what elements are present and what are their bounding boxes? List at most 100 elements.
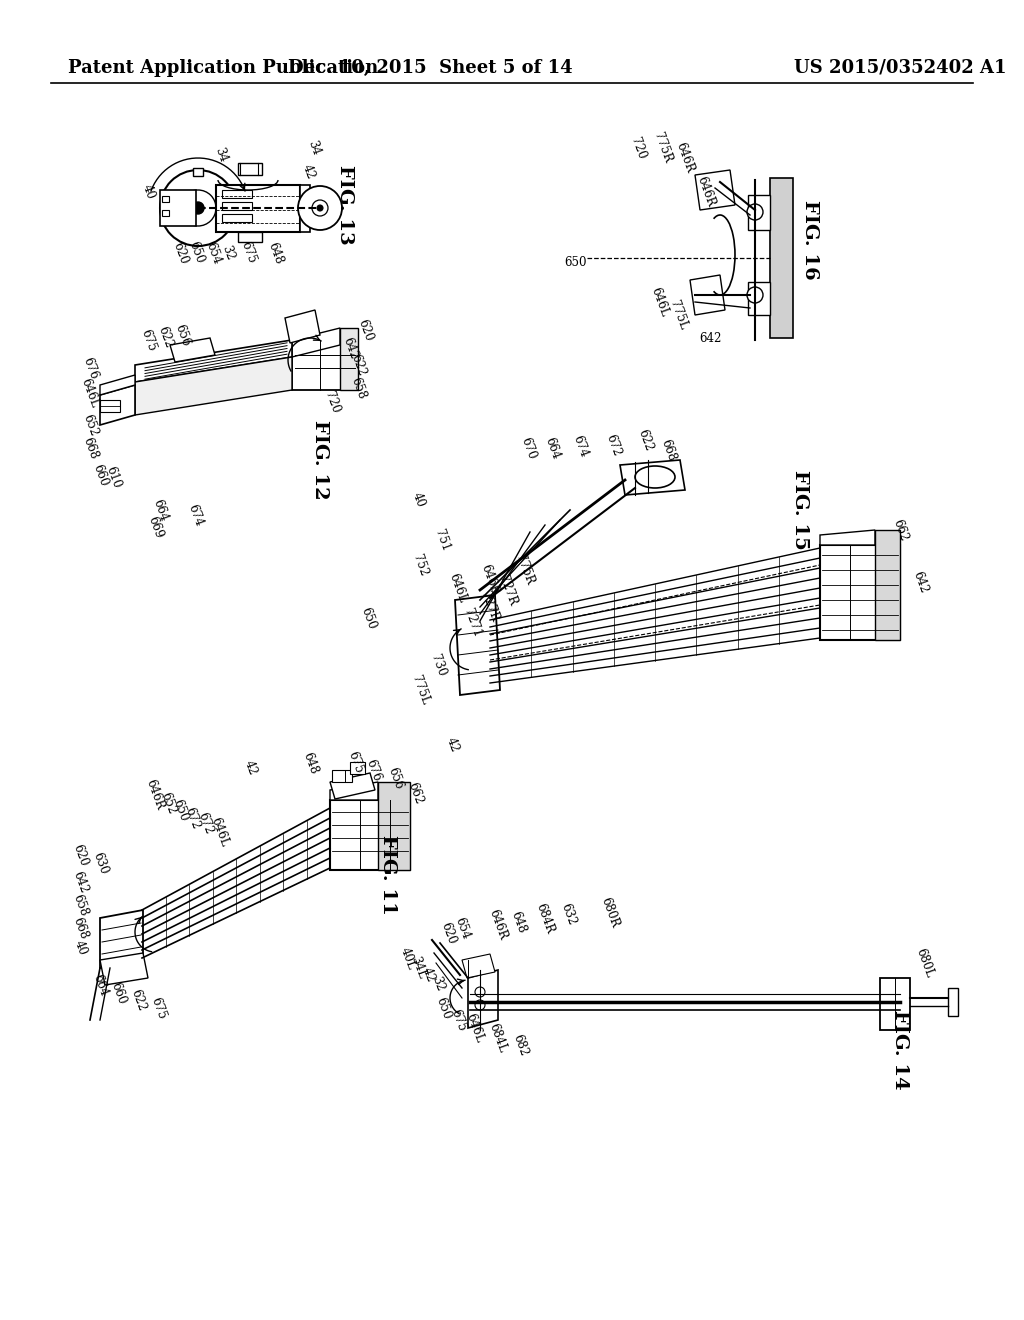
Text: 675: 675 bbox=[138, 327, 158, 352]
Text: 656: 656 bbox=[385, 766, 404, 791]
Text: 658: 658 bbox=[348, 375, 368, 401]
Text: 669: 669 bbox=[145, 515, 165, 540]
Text: 660: 660 bbox=[109, 981, 128, 1006]
Polygon shape bbox=[820, 531, 874, 545]
Circle shape bbox=[193, 202, 204, 214]
Text: 656: 656 bbox=[172, 322, 191, 347]
Text: 670: 670 bbox=[518, 436, 538, 461]
Text: 775R: 775R bbox=[513, 553, 537, 587]
Text: 684L: 684L bbox=[486, 1022, 509, 1055]
Text: 34: 34 bbox=[212, 145, 229, 164]
Text: 42: 42 bbox=[443, 735, 461, 754]
Text: 668: 668 bbox=[658, 437, 678, 463]
Text: 775R: 775R bbox=[651, 131, 675, 165]
Polygon shape bbox=[748, 195, 770, 230]
Text: 684R: 684R bbox=[534, 902, 556, 935]
Text: 660: 660 bbox=[90, 462, 110, 488]
Text: 676: 676 bbox=[80, 355, 100, 380]
Text: 646R: 646R bbox=[486, 908, 510, 942]
Polygon shape bbox=[770, 178, 793, 338]
Text: FIG. 13: FIG. 13 bbox=[336, 165, 354, 246]
Polygon shape bbox=[695, 170, 735, 210]
Text: 676: 676 bbox=[364, 758, 383, 783]
Text: 664: 664 bbox=[90, 973, 110, 998]
Text: 730: 730 bbox=[428, 652, 447, 677]
Bar bbox=[222, 214, 252, 222]
Text: 672: 672 bbox=[603, 432, 623, 458]
Polygon shape bbox=[216, 185, 300, 232]
Text: 654: 654 bbox=[452, 915, 472, 941]
Text: 727R: 727R bbox=[497, 573, 519, 607]
Circle shape bbox=[312, 201, 328, 216]
Polygon shape bbox=[310, 195, 325, 224]
Bar bbox=[332, 770, 352, 781]
Text: 646R: 646R bbox=[143, 777, 167, 812]
Text: 672: 672 bbox=[182, 805, 202, 830]
Text: 642: 642 bbox=[340, 335, 359, 360]
Polygon shape bbox=[330, 781, 378, 800]
Polygon shape bbox=[135, 341, 292, 381]
Text: 650: 650 bbox=[186, 239, 206, 265]
Text: 662: 662 bbox=[890, 517, 910, 543]
Text: 751: 751 bbox=[432, 527, 452, 553]
Polygon shape bbox=[292, 341, 358, 389]
Text: 622: 622 bbox=[128, 987, 147, 1012]
Text: 42: 42 bbox=[420, 966, 436, 985]
Ellipse shape bbox=[635, 466, 675, 488]
Text: 674: 674 bbox=[185, 502, 205, 528]
Circle shape bbox=[160, 170, 236, 246]
Text: 40: 40 bbox=[72, 939, 89, 957]
Text: FIG. 14: FIG. 14 bbox=[891, 1010, 909, 1090]
Text: 662: 662 bbox=[406, 780, 425, 805]
Text: 675: 675 bbox=[345, 750, 365, 775]
Text: 622: 622 bbox=[635, 428, 655, 453]
Text: 622: 622 bbox=[348, 352, 368, 378]
Polygon shape bbox=[874, 531, 900, 640]
Bar bbox=[162, 195, 169, 202]
Text: 620: 620 bbox=[70, 842, 90, 867]
Circle shape bbox=[746, 205, 763, 220]
Text: 642: 642 bbox=[70, 870, 90, 895]
Bar bbox=[222, 202, 252, 210]
Text: 648: 648 bbox=[300, 750, 319, 776]
Text: 682: 682 bbox=[510, 1032, 529, 1057]
Text: 727R: 727R bbox=[478, 589, 502, 623]
Bar bbox=[948, 987, 958, 1016]
Text: 720: 720 bbox=[628, 135, 648, 161]
Polygon shape bbox=[135, 356, 292, 414]
Bar bbox=[350, 762, 365, 774]
Text: 652: 652 bbox=[80, 412, 100, 438]
Polygon shape bbox=[160, 190, 196, 226]
Text: 664: 664 bbox=[151, 498, 170, 523]
Polygon shape bbox=[330, 800, 410, 870]
Text: 646L: 646L bbox=[79, 376, 101, 409]
Polygon shape bbox=[462, 954, 495, 978]
Text: 40: 40 bbox=[410, 491, 427, 510]
Text: Patent Application Publication: Patent Application Publication bbox=[68, 59, 378, 77]
Bar bbox=[222, 190, 252, 198]
Text: 632: 632 bbox=[558, 902, 578, 927]
Text: FIG. 15: FIG. 15 bbox=[791, 470, 809, 550]
Polygon shape bbox=[100, 375, 135, 395]
Circle shape bbox=[475, 987, 485, 997]
Text: 620: 620 bbox=[438, 920, 458, 945]
Polygon shape bbox=[880, 978, 910, 1030]
Polygon shape bbox=[620, 459, 685, 495]
Polygon shape bbox=[100, 385, 135, 425]
Text: 775L: 775L bbox=[409, 673, 431, 706]
Text: 675: 675 bbox=[148, 995, 168, 1020]
Text: 650: 650 bbox=[564, 256, 587, 268]
Bar bbox=[162, 210, 169, 216]
Text: Dec. 10, 2015  Sheet 5 of 14: Dec. 10, 2015 Sheet 5 of 14 bbox=[288, 59, 572, 77]
Text: 620: 620 bbox=[170, 240, 189, 265]
Text: 32: 32 bbox=[219, 244, 237, 263]
Text: 646R: 646R bbox=[478, 564, 502, 597]
Text: 680L: 680L bbox=[913, 946, 936, 979]
Circle shape bbox=[180, 190, 216, 226]
Text: US 2015/0352402 A1: US 2015/0352402 A1 bbox=[794, 59, 1007, 77]
Polygon shape bbox=[748, 282, 770, 315]
Text: 646L: 646L bbox=[464, 1011, 486, 1044]
Text: 648: 648 bbox=[265, 240, 285, 265]
Circle shape bbox=[475, 1001, 485, 1010]
Text: 680R: 680R bbox=[599, 895, 622, 929]
